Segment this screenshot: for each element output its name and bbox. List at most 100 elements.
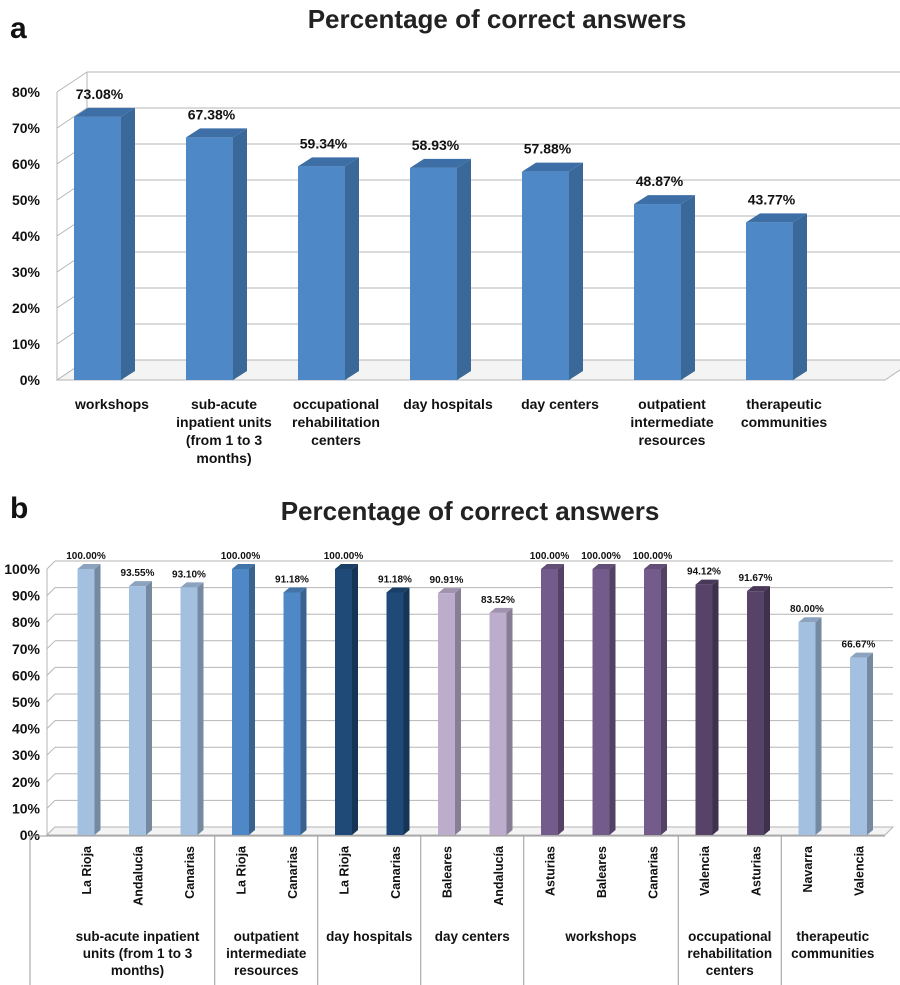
bar-b <box>335 564 358 835</box>
bar-b-front <box>438 593 455 835</box>
bar-b <box>695 579 719 835</box>
bar-b <box>232 564 255 835</box>
category-label-a: day centers <box>521 396 599 412</box>
y-tick-label-b: 70% <box>12 641 41 657</box>
bar-b <box>489 607 513 835</box>
y-tick-label-a: 10% <box>12 336 41 352</box>
gridline-b-side <box>46 746 56 756</box>
group-label: months) <box>111 963 164 978</box>
bar-b <box>283 587 307 835</box>
category-label-a: sub-acute <box>191 396 257 412</box>
data-label-b: 93.55% <box>121 568 155 579</box>
data-label-b: 100.00% <box>66 551 106 562</box>
y-tick-label-b: 40% <box>12 721 41 737</box>
bar-b-front <box>386 592 404 835</box>
region-label: Baleares <box>595 846 609 898</box>
region-label: Asturias <box>544 846 558 896</box>
y-tick-label-b: 0% <box>20 827 41 843</box>
bar-a <box>410 158 471 380</box>
gridline-b-side <box>46 640 56 650</box>
region-label: Canarias <box>389 846 403 899</box>
bar-b-side <box>146 581 152 835</box>
bar-b-front <box>129 586 146 835</box>
y-tick-label-b: 60% <box>12 667 41 683</box>
y-tick-label-b: 80% <box>12 614 41 630</box>
bar-a-front <box>186 137 233 380</box>
y-tick-label-b: 10% <box>12 800 41 816</box>
bar-a-front <box>746 222 793 380</box>
gridline-b-side <box>46 587 56 596</box>
data-label-b: 100.00% <box>581 551 621 562</box>
bar-a-top <box>74 107 135 117</box>
bar-b-side <box>558 564 564 835</box>
region-label: La Rioja <box>80 845 94 895</box>
region-label: Canarias <box>183 846 197 899</box>
bar-b-top <box>798 617 822 623</box>
category-label-a: occupational <box>293 396 379 412</box>
y-tick-label-a: 50% <box>12 192 41 208</box>
y-tick-label-b: 50% <box>12 694 41 710</box>
group-label: workshops <box>564 929 636 944</box>
data-label-b: 91.18% <box>378 574 412 585</box>
bar-b-side <box>94 564 101 835</box>
bar-b-top <box>386 587 410 593</box>
chart-b: 0% 10% 20% 30% 40% 50% 60% 70% 80% 90% 100% 100.00%… <box>4 551 895 985</box>
data-label-a: 57.88% <box>524 141 572 157</box>
bar-b <box>77 564 101 835</box>
category-label-a: day hospitals <box>403 396 493 412</box>
region-label: Canarias <box>647 846 661 899</box>
bar-a-front <box>634 204 681 380</box>
bar-b-side <box>815 617 822 835</box>
data-label-b: 100.00% <box>530 551 570 562</box>
region-label: Canarias <box>286 846 300 899</box>
bar-b <box>798 617 822 835</box>
bar-b <box>747 586 770 835</box>
group-label: outpatient <box>234 929 300 944</box>
bar-b-side <box>661 564 667 835</box>
bar-b-top <box>747 586 770 592</box>
bar-b-side <box>403 587 410 835</box>
bar-b-front <box>335 569 352 835</box>
bar-b-front <box>77 569 95 835</box>
y-tick-label-a: 60% <box>12 156 41 172</box>
bar-b-front <box>798 622 816 835</box>
bar-a-top <box>186 128 247 138</box>
bar-b <box>438 588 461 835</box>
bar-a-top <box>746 213 807 223</box>
region-label: La Rioja <box>338 845 352 895</box>
group-label: day hospitals <box>326 929 412 944</box>
gridline-b-side <box>46 800 56 809</box>
bar-b-top <box>489 607 513 613</box>
bar-a <box>74 107 135 381</box>
category-label-a: intermediate <box>630 414 713 430</box>
data-label-b: 100.00% <box>324 551 364 562</box>
bar-b-front <box>489 612 507 835</box>
y-tick-label-a: 70% <box>12 120 41 136</box>
y-tick-label-b: 90% <box>12 588 41 604</box>
bar-a-side <box>345 157 359 380</box>
chart-a-title: Percentage of correct answers <box>308 4 687 34</box>
y-tick-label-a: 30% <box>12 264 41 280</box>
category-label-a: centers <box>311 432 361 448</box>
category-label-a: (from 1 to 3 <box>186 432 262 448</box>
bar-b-top <box>592 564 616 569</box>
data-label-b: 94.12% <box>687 567 721 578</box>
bar-a-front <box>74 116 121 381</box>
bar-b <box>644 564 667 835</box>
group-label: intermediate <box>226 946 307 961</box>
gridline-b-side <box>46 667 56 676</box>
data-label-a: 59.34% <box>300 135 348 151</box>
y-tick-label-a: 40% <box>12 228 41 244</box>
category-label-a: months) <box>196 450 251 466</box>
category-label-a: outpatient <box>638 396 706 412</box>
region-label: Navarra <box>801 845 815 893</box>
data-label-b: 83.52% <box>481 595 515 606</box>
bar-b-top <box>129 581 152 587</box>
category-label-a: therapeutic <box>746 396 822 412</box>
bar-b-side <box>249 564 255 835</box>
bar-b-side <box>764 586 770 835</box>
bar-a <box>634 195 695 380</box>
bar-b <box>592 564 616 835</box>
gridline-a-side <box>56 71 88 93</box>
